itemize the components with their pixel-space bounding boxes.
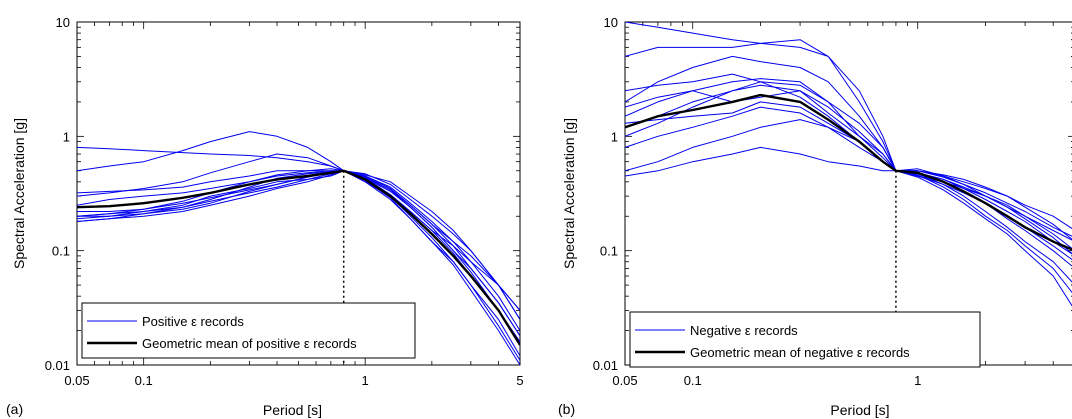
legend-records-label: Positive ε records bbox=[142, 314, 244, 329]
y-tick-label: 1 bbox=[611, 129, 618, 144]
record-line bbox=[625, 84, 1072, 294]
legend: Negative ε records Geometric mean of nega… bbox=[629, 311, 981, 368]
record-line bbox=[625, 146, 1072, 255]
y-tick-label: 10 bbox=[56, 15, 70, 30]
x-tick-label: 5 bbox=[516, 373, 523, 388]
legend: Positive ε records Geometric mean of posi… bbox=[81, 302, 416, 359]
data-layer bbox=[625, 22, 1072, 307]
y-axis-label: Spectral Acceleration [g] bbox=[561, 118, 577, 269]
x-axis-label: Period [s] bbox=[830, 402, 889, 418]
panel-label: (b) bbox=[558, 401, 575, 417]
record-line bbox=[77, 168, 520, 337]
x-tick-label: 0.05 bbox=[64, 373, 89, 388]
record-line bbox=[625, 81, 1072, 307]
x-tick-label: 1 bbox=[362, 373, 369, 388]
legend-box bbox=[629, 311, 981, 368]
record-line bbox=[77, 170, 520, 320]
record-line bbox=[625, 22, 1072, 241]
chart-panel-a: 0.05 0.1 1 5 0.01 0.1 1 10 Period [s] Spectral Ac… bbox=[6, 15, 524, 418]
record-line bbox=[625, 106, 1072, 240]
y-tick-label: 0.01 bbox=[45, 358, 70, 373]
y-tick-label: 10 bbox=[604, 15, 618, 30]
geometric-mean-line bbox=[625, 93, 1072, 251]
y-axis-label: Spectral Acceleration [g] bbox=[11, 118, 27, 269]
y-tick-label: 1 bbox=[63, 129, 70, 144]
x-tick-label: 0.05 bbox=[612, 373, 637, 388]
x-tick-label: 0.1 bbox=[135, 373, 153, 388]
legend-mean-label: Geometric mean of negative ε records bbox=[690, 345, 910, 360]
y-tick-label: 0.01 bbox=[593, 358, 618, 373]
y-tick-label: 0.1 bbox=[52, 244, 70, 259]
record-line bbox=[625, 101, 1072, 267]
legend-records-label: Negative ε records bbox=[690, 323, 798, 338]
record-line bbox=[625, 90, 1072, 237]
data-layer bbox=[77, 131, 520, 365]
legend-mean-label: Geometric mean of positive ε records bbox=[142, 336, 357, 351]
record-line bbox=[625, 39, 1072, 250]
record-line bbox=[77, 153, 520, 320]
x-axis-label: Period [s] bbox=[263, 402, 322, 418]
x-tick-label: 1 bbox=[914, 373, 921, 388]
record-line bbox=[77, 131, 520, 311]
record-line bbox=[625, 78, 1072, 230]
y-tick-label: 0.1 bbox=[600, 244, 618, 259]
geometric-mean-line bbox=[77, 169, 520, 346]
x-tick-label: 0.1 bbox=[684, 373, 702, 388]
legend-box bbox=[81, 302, 416, 359]
panel-label: (a) bbox=[6, 401, 23, 417]
